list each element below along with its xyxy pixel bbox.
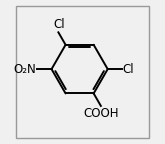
Text: COOH: COOH xyxy=(83,107,119,120)
FancyBboxPatch shape xyxy=(16,6,149,138)
Text: Cl: Cl xyxy=(53,18,65,31)
Text: Cl: Cl xyxy=(123,63,134,76)
Text: O₂N: O₂N xyxy=(14,63,36,76)
